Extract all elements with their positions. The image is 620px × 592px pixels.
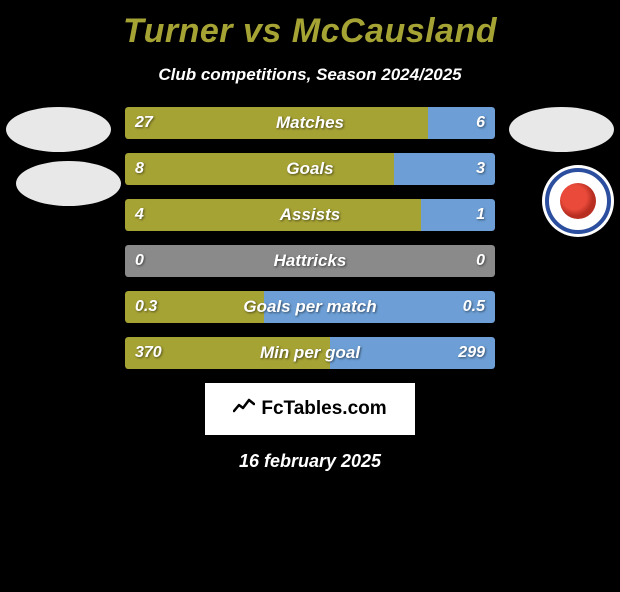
bar-segment-left	[125, 291, 264, 323]
player-left-badge-2	[16, 161, 121, 206]
watermark-text: FcTables.com	[261, 398, 386, 420]
watermark-icon	[233, 397, 255, 421]
bar-segment-right	[428, 107, 495, 139]
bar-segment-left	[125, 153, 394, 185]
bar-row: Goals83	[125, 153, 495, 185]
player-right-badge	[509, 107, 614, 152]
bar-row: Hattricks00	[125, 245, 495, 277]
bar-segment-right	[310, 245, 495, 277]
watermark: FcTables.com	[205, 383, 415, 435]
bar-segment-right	[264, 291, 495, 323]
date-line: 16 february 2025	[0, 451, 620, 472]
bar-row: Assists41	[125, 199, 495, 231]
page-title: Turner vs McCausland	[0, 12, 620, 51]
bar-segment-right	[394, 153, 495, 185]
player-left-badge	[6, 107, 111, 152]
bar-row: Goals per match0.30.5	[125, 291, 495, 323]
bar-segment-left	[125, 337, 330, 369]
bar-segment-right	[330, 337, 495, 369]
club-crest-ring	[545, 168, 611, 234]
bar-segment-left	[125, 199, 421, 231]
bar-segment-right	[421, 199, 495, 231]
comparison-bars: Matches276 Goals83 Assists41 Hattricks00 Goa…	[125, 107, 495, 369]
bar-segment-left	[125, 245, 310, 277]
page-subtitle: Club competitions, Season 2024/2025	[0, 65, 620, 85]
bar-row: Matches276	[125, 107, 495, 139]
bar-row: Min per goal370299	[125, 337, 495, 369]
bar-segment-left	[125, 107, 428, 139]
club-crest-right	[542, 165, 614, 237]
comparison-area: Matches276 Goals83 Assists41 Hattricks00 Goa…	[0, 107, 620, 369]
club-crest-center	[560, 183, 596, 219]
